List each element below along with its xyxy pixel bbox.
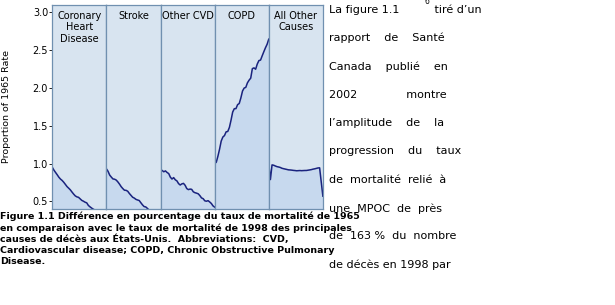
- Text: All Other
Causes: All Other Causes: [274, 11, 317, 32]
- Text: La figure 1.1: La figure 1.1: [329, 5, 399, 15]
- Text: l’amplitude    de    la: l’amplitude de la: [329, 118, 444, 128]
- Text: 2002              montre: 2002 montre: [329, 90, 446, 100]
- Text: Figure 1.1 Différence en pourcentage du taux de mortalité de 1965
en comparaison: Figure 1.1 Différence en pourcentage du …: [0, 212, 360, 266]
- Text: de  mortalité  relié  à: de mortalité relié à: [329, 175, 446, 185]
- Text: COPD: COPD: [228, 11, 256, 21]
- Text: de décès en 1998 par: de décès en 1998 par: [329, 260, 451, 270]
- Text: Canada    publié    en: Canada publié en: [329, 61, 448, 72]
- Text: une  MPOC  de  près: une MPOC de près: [329, 203, 442, 214]
- Text: Stroke: Stroke: [118, 11, 149, 21]
- Text: rapport    de    Santé: rapport de Santé: [329, 33, 445, 43]
- Text: 6: 6: [424, 0, 429, 6]
- Text: Proportion of 1965 Rate: Proportion of 1965 Rate: [2, 50, 11, 163]
- Text: tiré d’un: tiré d’un: [430, 5, 481, 15]
- Text: Coronary
Heart
Disease: Coronary Heart Disease: [57, 11, 101, 44]
- Text: Other CVD: Other CVD: [162, 11, 213, 21]
- Text: de  163 %  du  nombre: de 163 % du nombre: [329, 231, 456, 242]
- Text: progression    du    taux: progression du taux: [329, 146, 461, 156]
